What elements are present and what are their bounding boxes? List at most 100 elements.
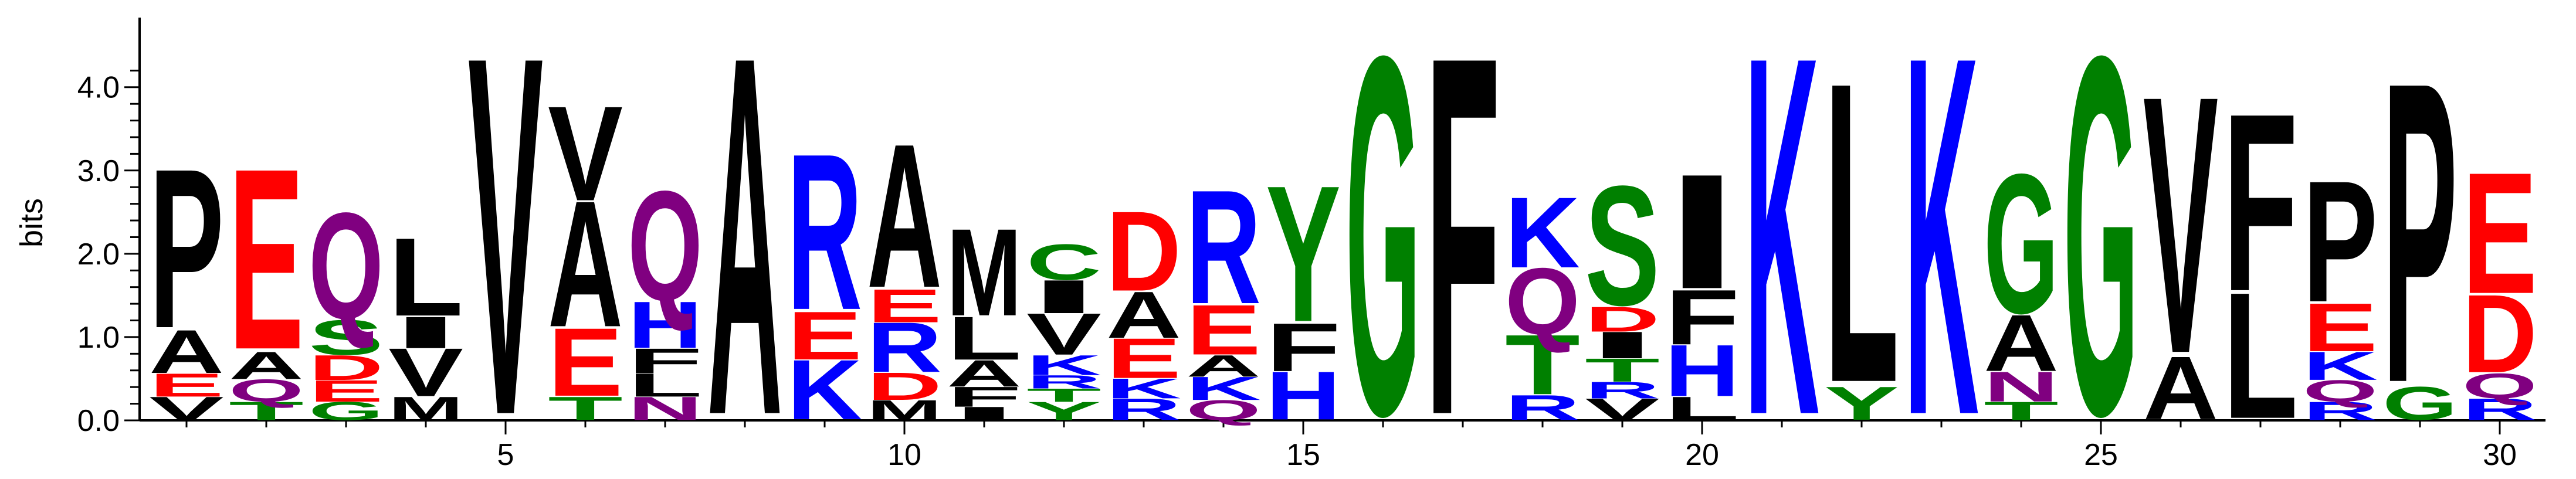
letter-I-pos-12: I [1026,270,1101,323]
letter-R-pos-28: R [2303,396,2378,426]
letter-V-pos-5: V [468,0,544,479]
y-axis-label: bits [14,198,49,247]
letter-S-pos-19: S [1585,151,1660,341]
letter-E-pos-28: E [2303,289,2378,366]
letter-F-pos-20: F [1665,274,1740,361]
letter-K-pos-28: K [2303,344,2378,389]
letter-Q-pos-7: Q [628,158,703,333]
letter-K-pos-12: K [1026,349,1101,381]
letter-Q-pos-3: Q [309,181,384,351]
letter-F-pos-17: F [1425,0,1500,479]
letter-V-pos-1: V [149,390,224,427]
letter-R-pos-19: R [1585,377,1660,403]
letter-A-pos-6: A [548,164,623,365]
letter-A-pos-13: A [1106,278,1181,352]
letter-M-pos-11: M [947,203,1022,342]
letter-S-pos-3: S [309,310,384,366]
letter-Q-pos-18: Q [1505,248,1580,355]
letter-A-pos-1: A [149,317,224,386]
letter-K-pos-21: K [1744,0,1819,479]
y-axis-label-group: bits [14,198,49,247]
letter-M-pos-10: M [867,395,942,426]
letter-H-pos-15: H [1266,357,1341,434]
letter-Y-pos-15: Y [1266,146,1341,363]
letter-E-pos-13: E [1106,327,1181,390]
letter-V-pos-19: V [1585,392,1660,427]
letter-L-pos-22: L [1824,0,1899,473]
letter-Q-pos-14: Q [1186,394,1261,426]
letter-A-pos-14: A [1186,349,1261,383]
y-tick-label: 1.0 [77,321,120,355]
y-tick-label: 2.0 [77,237,120,271]
letter-Q-pos-30: Q [2462,366,2537,406]
letter-D-pos-13: D [1106,188,1181,315]
letter-T-pos-12: T [1026,385,1101,406]
letter-I-pos-19: I [1585,324,1660,366]
letter-D-pos-30: D [2462,271,2537,396]
letter-F-pos-11: F [947,381,1022,413]
letter-A-pos-11: A [947,352,1022,395]
letter-E-pos-9: E [787,297,862,374]
letter-T-pos-19: T [1585,352,1660,389]
letter-P-pos-28: P [2303,145,2378,338]
letter-E-pos-3: E [309,373,384,408]
letter-A-pos-24: A [1984,298,2059,389]
letter-V-pos-26: V [2143,19,2219,430]
letter-C-pos-12: C [1026,234,1101,291]
letter-E-pos-1: E [149,366,224,403]
y-tick-label: 3.0 [77,154,120,188]
letter-V-pos-6: V [548,78,623,229]
letter-E-pos-2: E [229,115,304,404]
letter-L-pos-20: L [1665,390,1740,427]
letter-E-pos-6: E [548,308,623,416]
letter-D-pos-19: D [1585,300,1660,339]
letter-H-pos-20: H [1665,329,1740,412]
y-tick-label: 0.0 [77,404,120,438]
letter-V-pos-4: V [388,334,463,410]
letter-G-pos-25: G [2063,0,2138,479]
letter-N-pos-24: N [1984,363,2059,411]
letter-K-pos-18: K [1505,176,1580,288]
letter-R-pos-13: R [1106,392,1181,427]
letter-K-pos-13: K [1106,373,1181,405]
letter-K-pos-9: K [787,342,862,438]
letter-T-pos-2: T [229,396,304,426]
letter-A-pos-8: A [707,0,782,479]
letter-R-pos-10: R [867,308,942,388]
letter-D-pos-10: D [867,365,942,408]
letter-E-pos-10: E [867,280,942,332]
letter-G-pos-16: G [1345,0,1421,479]
letter-I-pos-4: I [388,307,463,358]
letter-R-pos-9: R [787,107,862,356]
letter-N-pos-7: N [628,390,703,427]
letter-T-pos-18: T [1505,317,1580,412]
letter-A-pos-26: A [2143,338,2218,439]
letter-I-pos-20: I [1665,140,1740,323]
letter-F-pos-27: F [2223,61,2298,345]
letter-V-pos-12: V [1026,301,1101,368]
letter-L-pos-4: L [388,215,463,339]
y-tick-label: 4.0 [77,71,120,105]
letter-L-pos-11: L [947,304,1022,373]
letter-R-pos-14: R [1186,157,1261,338]
letter-E-pos-14: E [1186,290,1261,369]
letter-T-pos-24: T [1984,396,2059,426]
axes: 0.0 1.0 2.0 3.0 4.0 5 10 15 20 25 30 [77,18,2546,472]
x-tick-label: 5 [497,438,514,472]
letter-D-pos-3: D [309,348,384,388]
letter-A-pos-10: A [867,101,942,330]
letter-F-pos-15: F [1266,308,1341,385]
letter-K-pos-23: K [1904,0,1979,479]
letter-Q-pos-2: Q [229,372,304,408]
x-tick-label: 20 [1685,438,1719,472]
letter-Q-pos-28: Q [2303,374,2378,409]
letter-T-pos-6: T [548,390,623,427]
letter-P-pos-1: P [149,121,224,376]
letter-K-pos-14: K [1186,370,1261,407]
letter-R-pos-12: R [1026,371,1101,392]
letter-P-pos-29: P [2382,0,2458,473]
letter-R-pos-18: R [1505,388,1580,428]
letter-G-pos-29: G [2382,377,2458,430]
